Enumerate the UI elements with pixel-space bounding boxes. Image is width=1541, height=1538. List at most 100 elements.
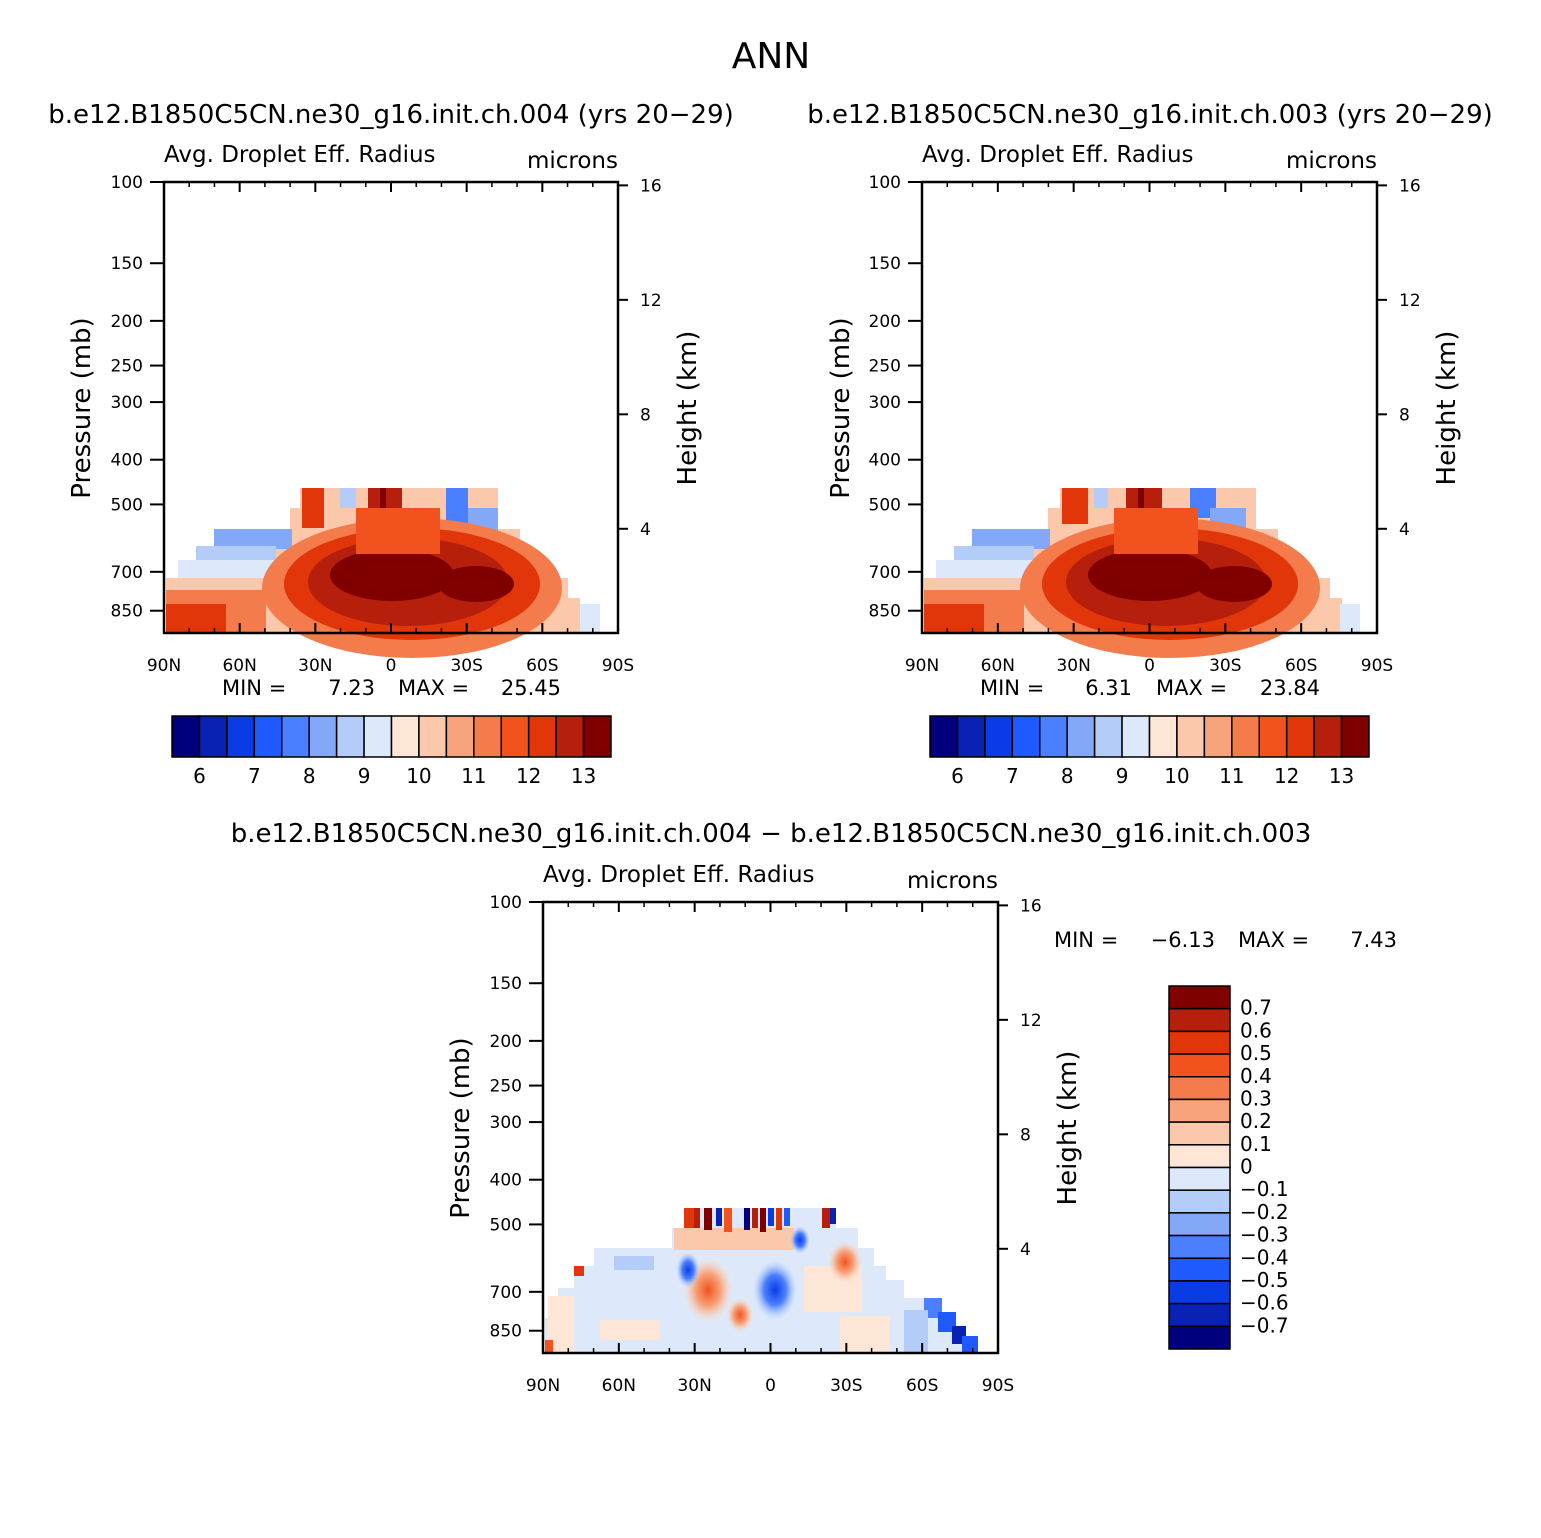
panel-3-spike bbox=[784, 1208, 790, 1226]
panel-2-max-value: 23.84 bbox=[1260, 676, 1320, 700]
panel-3-spike bbox=[752, 1208, 758, 1228]
panel-2-y-tick-label: 300 bbox=[869, 393, 901, 413]
panel-1-y-tick-label: 150 bbox=[111, 254, 143, 274]
panel-3-cool-patch bbox=[962, 1336, 978, 1352]
panel-3-cool-blob bbox=[753, 1260, 797, 1320]
panel-2-plume bbox=[1114, 508, 1198, 554]
panel-2-colorbar-box bbox=[984, 715, 1014, 758]
panel-3-colorbar-label: 0.4 bbox=[1240, 1064, 1272, 1088]
panel-3-x-tick-label: 0 bbox=[765, 1376, 776, 1396]
panel-1-ylabel: Pressure (mb) bbox=[67, 317, 97, 498]
panel-2-y-tick-label: 100 bbox=[869, 173, 901, 193]
panel-3-spike bbox=[776, 1208, 782, 1230]
panel-2-blue-region bbox=[1094, 488, 1108, 508]
panel-3-min-label: MIN = bbox=[1054, 928, 1118, 952]
panel-3-spike bbox=[694, 1208, 700, 1228]
panel-1-colorbar-box bbox=[390, 715, 420, 758]
panel-1-y-tick-label: 500 bbox=[111, 495, 143, 515]
panel-3-variable: Avg. Droplet Eff. Radius bbox=[543, 862, 815, 888]
panel-3-colorbar-box bbox=[1168, 1212, 1231, 1237]
panel-3-y-tick-label: 300 bbox=[490, 1113, 522, 1133]
panel-3-spike bbox=[716, 1208, 722, 1226]
panel-3-spike bbox=[724, 1208, 732, 1232]
panel-3-colorbar-label: 0.7 bbox=[1240, 996, 1272, 1020]
panel-1-y-tick-label: 200 bbox=[111, 312, 143, 332]
panel-3-colorbar-box bbox=[1168, 1280, 1231, 1305]
panel-1-y-tick-label: 850 bbox=[111, 602, 143, 622]
panel-3-colorbar-label: 0.5 bbox=[1240, 1041, 1272, 1065]
panel-3-title: b.e12.B1850C5CN.ne30_g16.init.ch.004 − b… bbox=[231, 819, 1312, 849]
panel-1-min-value: 7.23 bbox=[328, 676, 375, 700]
panel-2-y-tick-label: 150 bbox=[869, 254, 901, 274]
panel-3-y2label: Height (km) bbox=[1053, 1051, 1083, 1206]
panel-3-y2-tick-label: 4 bbox=[1020, 1240, 1031, 1260]
panel-1-blue-region bbox=[446, 488, 468, 528]
panel-2-x-tick-label: 90S bbox=[1361, 656, 1393, 676]
panel-3-colorbar-box bbox=[1168, 1325, 1231, 1350]
panel-2-field bbox=[924, 488, 1360, 658]
panel-3-cool-blob bbox=[790, 1226, 810, 1254]
panel-3-colorbar-label: 0.1 bbox=[1240, 1132, 1272, 1156]
panel-3-colorbar-box bbox=[1168, 1234, 1231, 1259]
panel-2-x-tick-label: 0 bbox=[1144, 656, 1155, 676]
panel-3-colorbar-box bbox=[1168, 1302, 1231, 1328]
panel-1-y2-tick-label: 8 bbox=[640, 405, 651, 425]
panel-2-colorbar-box bbox=[1285, 715, 1315, 758]
panel-3-y2-tick-label: 16 bbox=[1020, 896, 1042, 916]
panel-3-colorbar-label: −0.1 bbox=[1240, 1177, 1289, 1201]
panel-3-warm-patch bbox=[674, 1228, 794, 1250]
panel-3-cool-patch bbox=[938, 1312, 956, 1332]
panel-2-max-label: MAX = bbox=[1156, 676, 1227, 700]
panel-1-y2label: Height (km) bbox=[673, 331, 703, 486]
panel-3-min-value: −6.13 bbox=[1151, 928, 1215, 952]
panel-2-colorbar-label: 8 bbox=[1061, 764, 1074, 788]
panel-3-colorbar-box bbox=[1168, 1053, 1231, 1078]
panel-1-colorbar-box bbox=[171, 715, 201, 758]
panel-1-y2-tick-label: 16 bbox=[640, 176, 662, 196]
panel-2-colorbar-label: 10 bbox=[1164, 764, 1189, 788]
panel-2-y-tick-label: 200 bbox=[869, 312, 901, 332]
panel-1-blue-region bbox=[580, 604, 600, 633]
panel-1-colorbar-label: 6 bbox=[193, 764, 206, 788]
panel-3-colorbar-label: −0.3 bbox=[1240, 1223, 1289, 1247]
panel-2-colorbar-box bbox=[1340, 715, 1370, 758]
panel-2-colorbar-label: 11 bbox=[1219, 764, 1244, 788]
panel-3-y-tick-label: 200 bbox=[490, 1032, 522, 1052]
panel-1-y-tick-label: 250 bbox=[111, 357, 143, 377]
panel-3-x-tick-label: 60N bbox=[602, 1376, 636, 1396]
page-title: ANN bbox=[732, 36, 811, 77]
panel-2-colorbar-box bbox=[929, 715, 959, 758]
panel-2-colorbar-label: 13 bbox=[1329, 764, 1354, 788]
panel-3-colorbar-box bbox=[1168, 1030, 1231, 1055]
panel-3-colorbar-label: −0.2 bbox=[1240, 1200, 1289, 1224]
panel-3-colorbar-box bbox=[1168, 985, 1231, 1010]
panel-3-colorbar-box bbox=[1168, 1121, 1231, 1146]
panel-1-x-tick-label: 60S bbox=[526, 656, 558, 676]
panel-2-colorbar-box bbox=[1039, 715, 1068, 758]
panel-1-x-tick-label: 0 bbox=[386, 656, 397, 676]
panel-2-colorbar-box bbox=[1176, 715, 1206, 758]
panel-2-y2-tick-label: 4 bbox=[1399, 520, 1410, 540]
panel-3-y-tick-label: 100 bbox=[490, 893, 522, 913]
panel-1-x-tick-label: 30S bbox=[450, 656, 482, 676]
panel-2-red-spike bbox=[1062, 488, 1088, 524]
panel-1-units: microns bbox=[527, 148, 618, 174]
panel-1-x-tick-label: 90N bbox=[147, 656, 181, 676]
panel-2-blue-region bbox=[972, 529, 1050, 549]
panel-1-colorbar-label: 11 bbox=[461, 764, 486, 788]
panel-2-blue-region bbox=[936, 560, 1036, 578]
panel-1-red-spike bbox=[380, 488, 386, 508]
panel-3-ylabel: Pressure (mb) bbox=[446, 1037, 476, 1218]
panel-2: b.e12.B1850C5CN.ne30_g16.init.ch.003 (yr… bbox=[807, 100, 1493, 700]
panel-2-colorbar-box bbox=[1121, 715, 1151, 758]
panel-2-red-spike bbox=[1138, 488, 1144, 508]
panel-3-warm-patch bbox=[840, 1316, 890, 1352]
panel-1-max-label: MAX = bbox=[398, 676, 469, 700]
panel-1-colorbar-box bbox=[418, 715, 448, 758]
panel-2-y2-tick-label: 12 bbox=[1399, 291, 1421, 311]
panel-2-colorbar-box bbox=[1313, 715, 1343, 758]
panel-2-colorbar-box bbox=[956, 715, 986, 758]
panel-3-y-tick-label: 400 bbox=[490, 1171, 522, 1191]
panel-3-colorbar-label: 0.3 bbox=[1240, 1086, 1272, 1110]
panel-2-colorbar-box bbox=[1258, 715, 1288, 758]
